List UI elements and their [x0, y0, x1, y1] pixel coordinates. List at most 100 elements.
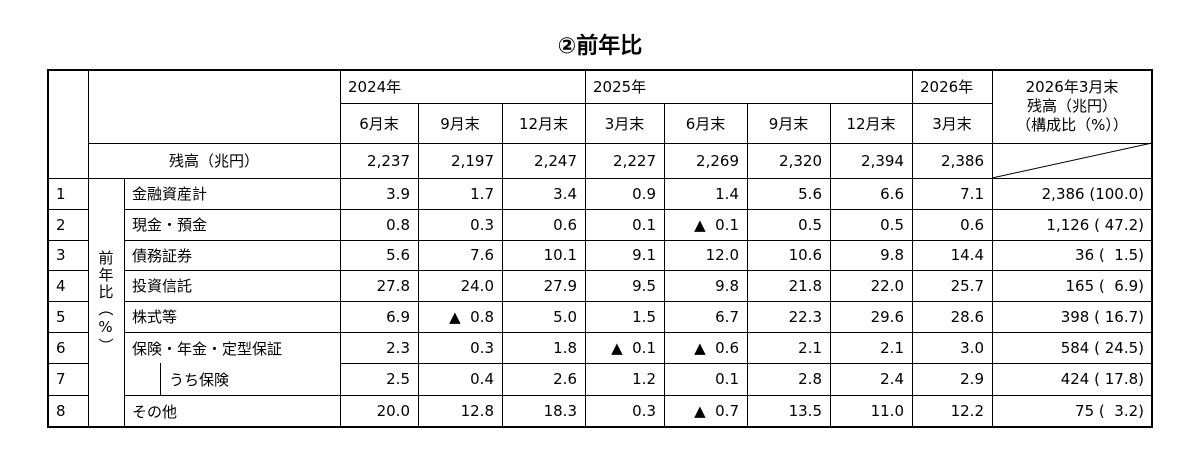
row-number: 7: [48, 363, 89, 396]
value-cell: 10.6: [747, 240, 831, 271]
row-label: 投資信託: [124, 270, 341, 302]
value-cell: ▲ 0.1: [664, 209, 748, 241]
blank-cell: [88, 70, 341, 144]
value-cell: 1.2: [585, 363, 665, 396]
share-cell: 36 ( 1.5): [992, 240, 1153, 271]
value-cell: ▲ 0.1: [585, 332, 665, 364]
value-cell: 12.0: [664, 240, 748, 271]
balance-value: 2,394: [830, 143, 913, 179]
share-cell: 2,386 (100.0): [992, 178, 1153, 210]
value-cell: 22.3: [747, 301, 831, 333]
value-cell: 22.0: [830, 270, 913, 302]
value-cell: 12.8: [418, 395, 503, 428]
value-cell: 2.1: [747, 332, 831, 364]
value-cell: 2.9: [912, 363, 993, 396]
value-cell: 0.8: [340, 209, 419, 241]
month-header: 3月末: [585, 103, 665, 144]
value-cell: 3.4: [502, 178, 586, 210]
value-cell: 28.6: [912, 301, 993, 333]
value-cell: 9.1: [585, 240, 665, 271]
row-number: 1: [48, 178, 89, 210]
value-cell: 27.9: [502, 270, 586, 302]
balance-label: 残高（兆円）: [88, 143, 341, 179]
share-cell: 584 ( 24.5): [992, 332, 1153, 364]
value-cell: 0.3: [585, 395, 665, 428]
row-label: 債務証券: [124, 240, 341, 271]
month-header: 6月末: [664, 103, 748, 144]
value-cell: ▲ 0.7: [664, 395, 748, 428]
row-label: その他: [124, 395, 341, 428]
side-label-text: 前年比（%）: [96, 250, 115, 355]
blank-cell: [48, 70, 89, 179]
value-cell: 2.8: [747, 363, 831, 396]
value-cell: 9.8: [830, 240, 913, 271]
value-cell: 21.8: [747, 270, 831, 302]
balance-value: 2,320: [747, 143, 831, 179]
row-number: 8: [48, 395, 89, 428]
value-cell: 24.0: [418, 270, 503, 302]
balance-value: 2,386: [912, 143, 993, 179]
year-header: 2026年: [912, 70, 993, 104]
value-cell: 0.9: [585, 178, 665, 210]
value-cell: 18.3: [502, 395, 586, 428]
value-cell: ▲ 0.8: [418, 301, 503, 333]
value-cell: 7.1: [912, 178, 993, 210]
value-cell: 1.5: [585, 301, 665, 333]
month-header: 3月末: [912, 103, 993, 144]
row-label: うち保険: [160, 363, 341, 396]
row-label: 金融資産計: [124, 178, 341, 210]
row-number: 5: [48, 301, 89, 333]
value-cell: 11.0: [830, 395, 913, 428]
year-header: 2024年: [340, 70, 586, 104]
value-cell: 3.9: [340, 178, 419, 210]
value-cell: 2.1: [830, 332, 913, 364]
month-header: 9月末: [418, 103, 503, 144]
value-cell: 2.4: [830, 363, 913, 396]
value-cell: 0.1: [585, 209, 665, 241]
share-cell: 1,126 ( 47.2): [992, 209, 1153, 241]
header-line: 残高（兆円）: [1026, 97, 1117, 115]
blank-cell: [992, 143, 1153, 179]
value-cell: 7.6: [418, 240, 503, 271]
share-cell: 398 ( 16.7): [992, 301, 1153, 333]
row-label: 保険・年金・定型保証: [124, 332, 341, 364]
value-cell: 0.5: [830, 209, 913, 241]
value-cell: 10.1: [502, 240, 586, 271]
value-cell: 25.7: [912, 270, 993, 302]
value-cell: 1.4: [664, 178, 748, 210]
row-number: 4: [48, 270, 89, 302]
indent-cell: [124, 363, 161, 396]
value-cell: 14.4: [912, 240, 993, 271]
side-label: 前年比（%）: [88, 178, 125, 428]
value-cell: 0.3: [418, 332, 503, 364]
value-cell: 12.2: [912, 395, 993, 428]
value-cell: 0.4: [418, 363, 503, 396]
value-cell: 13.5: [747, 395, 831, 428]
header-line: 2026年3月末: [1025, 78, 1119, 96]
value-cell: 9.8: [664, 270, 748, 302]
value-cell: 5.6: [747, 178, 831, 210]
value-cell: 0.5: [747, 209, 831, 241]
value-cell: 6.7: [664, 301, 748, 333]
value-cell: 1.7: [418, 178, 503, 210]
share-cell: 424 ( 17.8): [992, 363, 1153, 396]
month-header: 12月末: [830, 103, 913, 144]
row-number: 2: [48, 209, 89, 241]
value-cell: 27.8: [340, 270, 419, 302]
value-cell: 29.6: [830, 301, 913, 333]
balance-value: 2,227: [585, 143, 665, 179]
value-cell: 0.6: [912, 209, 993, 241]
month-header: 9月末: [747, 103, 831, 144]
balance-value: 2,269: [664, 143, 748, 179]
year-header: 2025年: [585, 70, 913, 104]
value-cell: 6.9: [340, 301, 419, 333]
value-cell: 9.5: [585, 270, 665, 302]
value-cell: 1.8: [502, 332, 586, 364]
row-number: 3: [48, 240, 89, 271]
value-cell: 2.3: [340, 332, 419, 364]
value-cell: 5.6: [340, 240, 419, 271]
value-cell: 3.0: [912, 332, 993, 364]
balance-value: 2,247: [502, 143, 586, 179]
value-cell: 5.0: [502, 301, 586, 333]
